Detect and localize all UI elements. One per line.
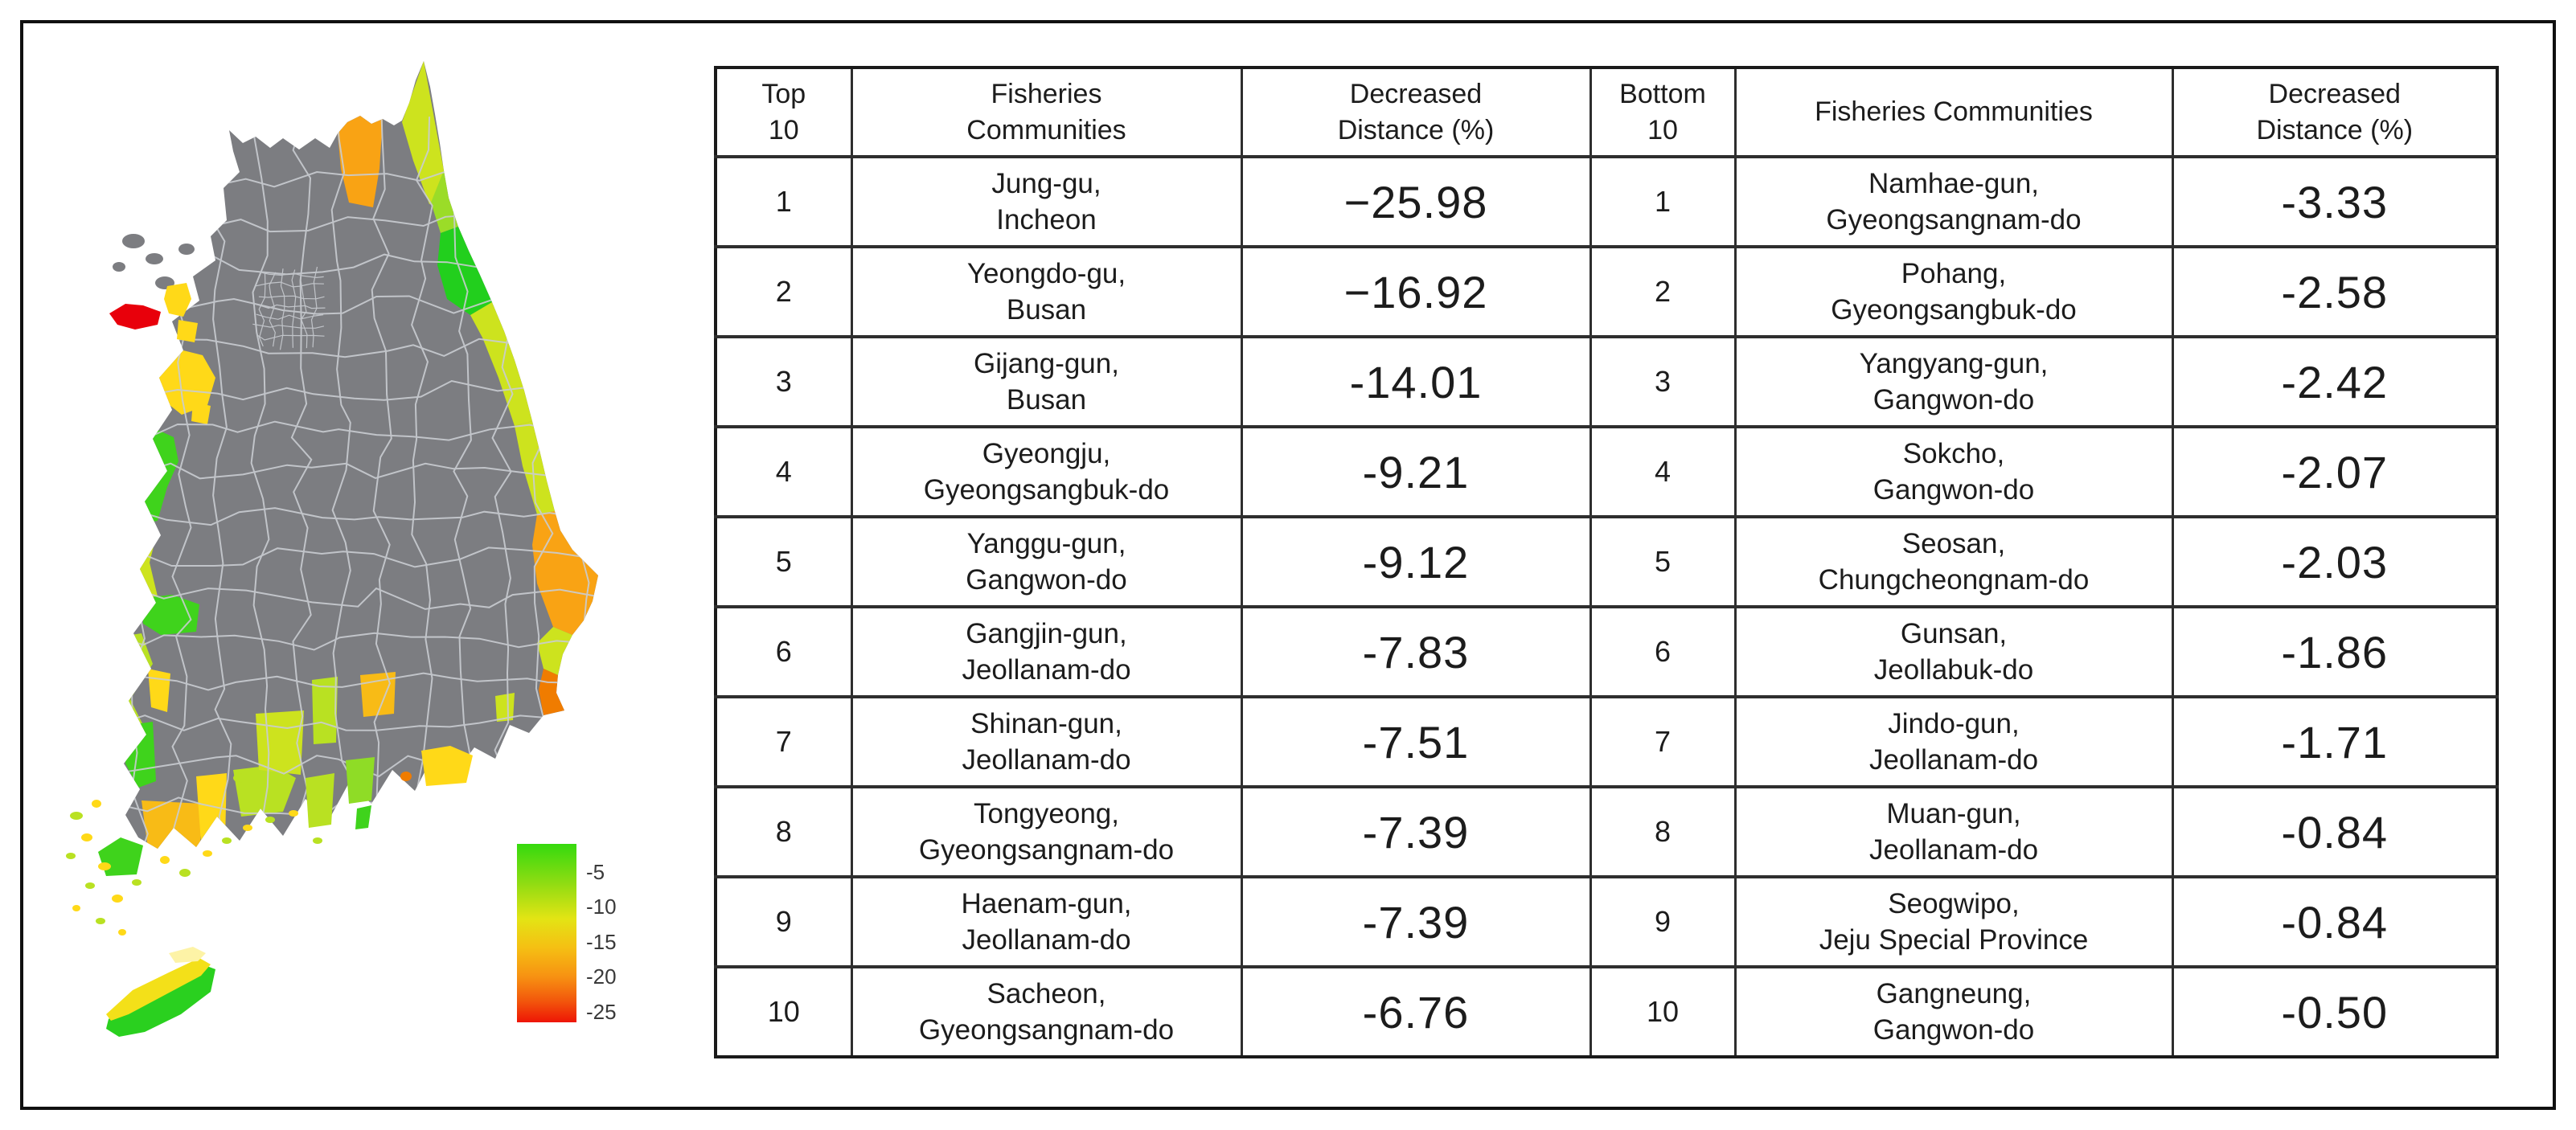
bottom-value: -2.03 [2171, 515, 2499, 608]
table-row: 1 Jung-gu, Incheon −25.98 1 Namhae-gun, … [714, 155, 2499, 248]
bottom-value: -0.50 [2171, 965, 2499, 1058]
top-community: Gijang-gun, Busan [850, 335, 1243, 428]
header-bottom-rank: Bottom 10 [1589, 66, 1737, 158]
top-rank: 2 [714, 245, 853, 338]
bottom-rank: 3 [1589, 335, 1737, 428]
bottom-rank: 8 [1589, 785, 1737, 878]
top-community: Gangjin-gun, Jeollanam-do [850, 605, 1243, 698]
top-rank: 9 [714, 875, 853, 968]
table-row: 5 Yanggu-gun, Gangwon-do -9.12 5 Seosan,… [714, 515, 2499, 608]
top-value: -6.76 [1240, 965, 1592, 1058]
bottom-value: -0.84 [2171, 785, 2499, 878]
table-header-row: Top 10 Fisheries Communities Decreased D… [714, 66, 2499, 158]
top-rank: 8 [714, 785, 853, 878]
table-row: 9 Haenam-gun, Jeollanam-do -7.39 9 Seogw… [714, 875, 2499, 968]
bottom-value: -2.42 [2171, 335, 2499, 428]
bottom-value: -1.71 [2171, 695, 2499, 788]
bottom-rank: 2 [1589, 245, 1737, 338]
header-top-value: Decreased Distance (%) [1240, 66, 1592, 158]
top-value: -9.12 [1240, 515, 1592, 608]
bottom-community: Seosan, Chungcheongnam-do [1733, 515, 2174, 608]
bottom-rank: 5 [1589, 515, 1737, 608]
top-community: Yeongdo-gu, Busan [850, 245, 1243, 338]
top-rank: 3 [714, 335, 853, 428]
top-value: -14.01 [1240, 335, 1592, 428]
bottom-value: -2.58 [2171, 245, 2499, 338]
table-row: 10 Sacheon, Gyeongsangnam-do -6.76 10 Ga… [714, 965, 2499, 1058]
header-top-community: Fisheries Communities [850, 66, 1243, 158]
top-community: Haenam-gun, Jeollanam-do [850, 875, 1243, 968]
top-rank: 10 [714, 965, 853, 1058]
bottom-community: Jindo-gun, Jeollanam-do [1733, 695, 2174, 788]
top-value: -7.83 [1240, 605, 1592, 698]
top-community: Sacheon, Gyeongsangnam-do [850, 965, 1243, 1058]
bottom-community: Yangyang-gun, Gangwon-do [1733, 335, 2174, 428]
top-value: -7.39 [1240, 875, 1592, 968]
bottom-community: Gangneung, Gangwon-do [1733, 965, 2174, 1058]
table-row: 7 Shinan-gun, Jeollanam-do -7.51 7 Jindo… [714, 695, 2499, 788]
top-community: Tongyeong, Gyeongsangnam-do [850, 785, 1243, 878]
top-rank: 1 [714, 155, 853, 248]
bottom-rank: 4 [1589, 425, 1737, 518]
bottom-rank: 9 [1589, 875, 1737, 968]
header-bottom-community: Fisheries Communities [1733, 66, 2174, 158]
bottom-community: Muan-gun, Jeollanam-do [1733, 785, 2174, 878]
top-rank: 5 [714, 515, 853, 608]
bottom-value: -2.07 [2171, 425, 2499, 518]
bottom-rank: 10 [1589, 965, 1737, 1058]
top-community: Shinan-gun, Jeollanam-do [850, 695, 1243, 788]
bottom-community: Pohang, Gyeongsangbuk-do [1733, 245, 2174, 338]
bottom-community: Namhae-gun, Gyeongsangnam-do [1733, 155, 2174, 248]
top-value: -9.21 [1240, 425, 1592, 518]
bottom-community: Seogwipo, Jeju Special Province [1733, 875, 2174, 968]
table-row: 4 Gyeongju, Gyeongsangbuk-do -9.21 4 Sok… [714, 425, 2499, 518]
bottom-rank: 1 [1589, 155, 1737, 248]
table-row: 2 Yeongdo-gu, Busan −16.92 2 Pohang, Gye… [714, 245, 2499, 338]
header-bottom-value: Decreased Distance (%) [2171, 66, 2499, 158]
top-value: −25.98 [1240, 155, 1592, 248]
top-rank: 6 [714, 605, 853, 698]
top-rank: 7 [714, 695, 853, 788]
top-community: Gyeongju, Gyeongsangbuk-do [850, 425, 1243, 518]
top-rank: 4 [714, 425, 853, 518]
top-value: −16.92 [1240, 245, 1592, 338]
top-community: Yanggu-gun, Gangwon-do [850, 515, 1243, 608]
bottom-rank: 6 [1589, 605, 1737, 698]
bottom-value: -3.33 [2171, 155, 2499, 248]
bottom-value: -0.84 [2171, 875, 2499, 968]
header-top-rank: Top 10 [714, 66, 853, 158]
fisheries-ranking-table: Top 10 Fisheries Communities Decreased D… [714, 66, 2499, 1058]
table-row: 8 Tongyeong, Gyeongsangnam-do -7.39 8 Mu… [714, 785, 2499, 878]
bottom-value: -1.86 [2171, 605, 2499, 698]
table-row: 6 Gangjin-gun, Jeollanam-do -7.83 6 Guns… [714, 605, 2499, 698]
top-community: Jung-gu, Incheon [850, 155, 1243, 248]
top-value: -7.39 [1240, 785, 1592, 878]
top-value: -7.51 [1240, 695, 1592, 788]
bottom-community: Gunsan, Jeollabuk-do [1733, 605, 2174, 698]
table-row: 3 Gijang-gun, Busan -14.01 3 Yangyang-gu… [714, 335, 2499, 428]
bottom-community: Sokcho, Gangwon-do [1733, 425, 2174, 518]
bottom-rank: 7 [1589, 695, 1737, 788]
